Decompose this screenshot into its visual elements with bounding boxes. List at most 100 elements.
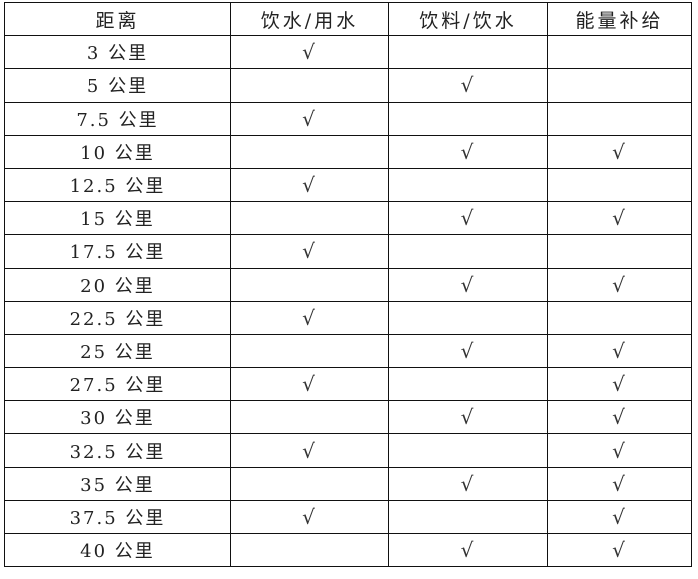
energy-cell: √ <box>547 367 692 402</box>
checkmark-icon: √ <box>302 40 317 65</box>
energy-cell <box>547 35 692 70</box>
drink-cell <box>388 499 548 535</box>
drink-cell <box>388 35 548 70</box>
distance-cell: 32.5 公里 <box>4 433 231 468</box>
water-cell <box>230 333 389 369</box>
table-row: 15 公里 √ √ <box>4 201 692 236</box>
checkmark-icon: √ <box>460 538 476 563</box>
drink-cell: √ <box>388 400 548 435</box>
distance-cell: 30 公里 <box>4 400 231 435</box>
distance-cell: 12.5 公里 <box>4 167 231 203</box>
checkmark-icon: √ <box>612 538 627 563</box>
energy-cell: √ <box>547 333 692 369</box>
checkmark-icon: √ <box>460 338 476 363</box>
energy-cell <box>547 234 692 269</box>
distance-cell: 15 公里 <box>4 201 231 236</box>
checkmark-icon: √ <box>302 504 317 529</box>
drink-cell: √ <box>388 267 548 302</box>
checkmark-icon: √ <box>612 206 627 231</box>
water-cell <box>230 134 389 169</box>
table-row: 7.5 公里 √ <box>4 101 692 136</box>
checkmark-icon: √ <box>302 305 317 330</box>
drink-cell <box>388 167 548 203</box>
water-cell <box>230 466 389 501</box>
table-row: 37.5 公里 √ √ <box>4 499 692 535</box>
table-row: 10 公里 √ √ <box>4 134 692 169</box>
checkmark-icon: √ <box>612 372 627 397</box>
drink-cell: √ <box>388 532 548 568</box>
header-row: 距离 饮水/用水 饮料/饮水 能量补给 <box>4 1 692 37</box>
water-cell: √ <box>230 35 389 70</box>
table-row: 30 公里 √ √ <box>4 400 692 435</box>
drink-cell: √ <box>388 68 548 103</box>
checkmark-icon: √ <box>460 206 476 231</box>
distance-cell: 25 公里 <box>4 333 231 369</box>
header-distance: 距离 <box>4 1 231 37</box>
energy-cell: √ <box>547 134 692 169</box>
checkmark-icon: √ <box>460 73 476 98</box>
table-row: 17.5 公里 √ <box>4 234 692 269</box>
header-water: 饮水/用水 <box>230 1 389 37</box>
distance-cell: 5 公里 <box>4 68 231 103</box>
table-row: 27.5 公里 √ √ <box>4 367 692 402</box>
drink-cell <box>388 234 548 269</box>
distance-cell: 22.5 公里 <box>4 300 231 335</box>
energy-cell <box>547 101 692 136</box>
energy-cell <box>547 300 692 335</box>
checkmark-icon: √ <box>612 338 627 363</box>
energy-cell: √ <box>547 433 692 468</box>
checkmark-icon: √ <box>302 438 317 463</box>
energy-cell: √ <box>547 201 692 236</box>
drink-cell: √ <box>388 134 548 169</box>
distance-cell: 40 公里 <box>4 532 231 568</box>
checkmark-icon: √ <box>460 405 476 430</box>
table-row: 32.5 公里 √ √ <box>4 433 692 468</box>
checkmark-icon: √ <box>302 173 317 198</box>
checkmark-icon: √ <box>460 471 476 496</box>
water-cell: √ <box>230 433 389 468</box>
water-cell <box>230 532 389 568</box>
checkmark-icon: √ <box>460 139 476 164</box>
checkmark-icon: √ <box>302 372 317 397</box>
checkmark-icon: √ <box>612 405 627 430</box>
table-row: 22.5 公里 √ <box>4 300 692 335</box>
energy-cell: √ <box>547 267 692 302</box>
table-row: 5 公里 √ <box>4 68 692 103</box>
water-cell <box>230 267 389 302</box>
table-row: 35 公里 √ √ <box>4 466 692 501</box>
energy-cell <box>547 167 692 203</box>
energy-cell: √ <box>547 466 692 501</box>
water-cell: √ <box>230 499 389 535</box>
water-cell: √ <box>230 367 389 402</box>
distance-cell: 10 公里 <box>4 134 231 169</box>
checkmark-icon: √ <box>612 139 627 164</box>
drink-cell <box>388 101 548 136</box>
drink-cell: √ <box>388 333 548 369</box>
distance-cell: 17.5 公里 <box>4 234 231 269</box>
checkmark-icon: √ <box>302 239 317 264</box>
distance-cell: 20 公里 <box>4 267 231 302</box>
drink-cell <box>388 300 548 335</box>
distance-cell: 27.5 公里 <box>4 367 231 402</box>
water-cell <box>230 400 389 435</box>
drink-cell: √ <box>388 201 548 236</box>
energy-cell <box>547 68 692 103</box>
table-row: 40 公里 √ √ <box>4 532 692 568</box>
drink-cell <box>388 367 548 402</box>
table-row: 3 公里 √ <box>4 35 692 70</box>
distance-cell: 3 公里 <box>4 35 231 70</box>
energy-cell: √ <box>547 499 692 535</box>
distance-cell: 37.5 公里 <box>4 499 231 535</box>
energy-cell: √ <box>547 532 692 568</box>
drink-cell: √ <box>388 466 548 501</box>
distance-cell: 35 公里 <box>4 466 231 501</box>
water-cell: √ <box>230 101 389 136</box>
water-cell <box>230 68 389 103</box>
checkmark-icon: √ <box>460 272 476 297</box>
checkmark-icon: √ <box>612 471 627 496</box>
supply-table: 距离 饮水/用水 饮料/饮水 能量补给 3 公里 √ 5 公里 √ 7.5 公里 √ 10 … <box>4 1 692 568</box>
header-energy: 能量补给 <box>547 1 692 37</box>
checkmark-icon: √ <box>612 438 627 463</box>
water-cell: √ <box>230 167 389 203</box>
energy-cell: √ <box>547 400 692 435</box>
